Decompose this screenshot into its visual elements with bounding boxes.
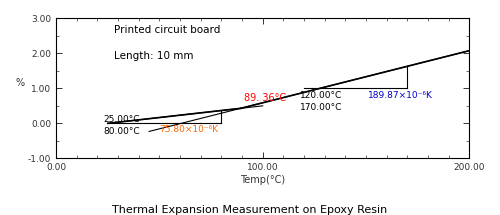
Y-axis label: %: % bbox=[15, 78, 24, 88]
Text: 189.87×10⁻⁶K: 189.87×10⁻⁶K bbox=[368, 91, 433, 100]
Text: Printed circuit board: Printed circuit board bbox=[114, 26, 220, 35]
Text: 89. 36°C: 89. 36°C bbox=[244, 93, 286, 103]
Text: 75.80×10⁻⁶K: 75.80×10⁻⁶K bbox=[160, 125, 218, 134]
X-axis label: Temp(°C): Temp(°C) bbox=[240, 175, 286, 185]
Text: 25.00°C
80.00°C: 25.00°C 80.00°C bbox=[104, 115, 141, 136]
Text: 120.00°C
170.00°C: 120.00°C 170.00°C bbox=[300, 91, 342, 112]
Text: Length: 10 mm: Length: 10 mm bbox=[114, 51, 194, 61]
Text: Thermal Expansion Measurement on Epoxy Resin: Thermal Expansion Measurement on Epoxy R… bbox=[112, 205, 388, 215]
